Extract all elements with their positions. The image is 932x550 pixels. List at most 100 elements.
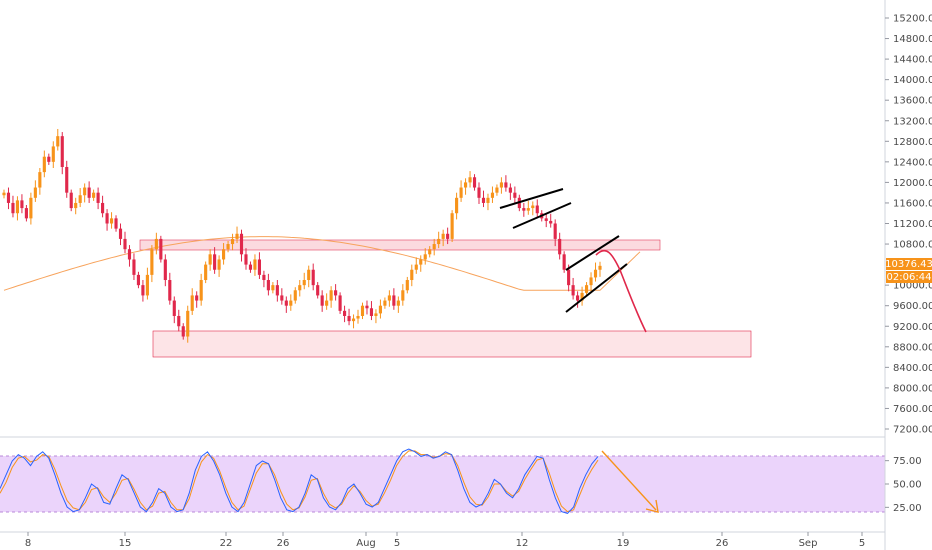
stoch-tick-label: 50.00	[893, 480, 922, 491]
resistance-zone[interactable]	[139, 239, 661, 251]
candle-body	[195, 295, 199, 301]
candle-body	[387, 295, 391, 301]
candle-body	[356, 315, 360, 319]
candle-body	[204, 264, 208, 281]
candle-body	[378, 305, 382, 314]
candle-body	[567, 269, 571, 286]
candle-body	[150, 249, 154, 275]
countdown-text: 02:06:44	[887, 272, 932, 283]
stoch-tick-label: 75.00	[893, 456, 922, 467]
candle-body	[441, 233, 445, 239]
time-tick-label: 12	[516, 538, 529, 549]
stoch-k-line	[0, 448, 599, 514]
candle-body	[360, 305, 365, 316]
candle-body	[105, 213, 109, 224]
candle-body	[177, 315, 181, 327]
stoch-d-line	[0, 450, 599, 513]
candle-body	[145, 274, 149, 296]
price-pane[interactable]	[0, 0, 885, 436]
candle-body	[199, 280, 203, 301]
price-tick-label: 8000.00	[893, 383, 932, 394]
candle-body	[47, 156, 51, 162]
candle-body	[65, 166, 69, 193]
price-tick-label: 14800.00	[893, 34, 932, 45]
candle-body	[365, 305, 369, 309]
moving-average-path	[3, 236, 641, 291]
candle-body	[141, 285, 145, 296]
candle-body	[544, 218, 548, 221]
candle-body	[437, 238, 441, 245]
stoch-band	[0, 456, 885, 512]
price-tick-label: 7200.00	[893, 425, 932, 436]
support-zone[interactable]	[152, 330, 752, 358]
candle-body	[20, 200, 24, 209]
candle-body	[136, 274, 141, 286]
price-tick-label: 12400.00	[893, 157, 932, 168]
candle-body	[383, 300, 387, 306]
candle-body	[499, 182, 503, 188]
candle-body	[74, 202, 78, 209]
flag-upper-line[interactable]	[499, 188, 564, 209]
time-tick-label: Aug	[356, 538, 376, 549]
last-price-text: 10376.43	[885, 259, 932, 270]
candle-body	[154, 238, 158, 250]
time-axis[interactable]: 8 15 22 26 Aug 5 12 19 26 Sep 5	[25, 532, 865, 549]
candle-body	[109, 218, 114, 224]
moving-average-line	[3, 236, 641, 291]
candle-body	[230, 238, 235, 245]
stoch-axis[interactable]: 75.00 50.00 25.00	[885, 456, 922, 514]
candle-body	[419, 259, 423, 265]
candle-body	[396, 300, 400, 306]
time-tick-label: 8	[25, 538, 31, 549]
candle-body	[213, 254, 217, 270]
stoch-arrow-line[interactable]	[601, 450, 657, 511]
time-tick-label: 5	[859, 538, 865, 549]
price-tick-label: 11200.00	[893, 219, 932, 230]
candle-body	[562, 254, 566, 270]
candle-body	[11, 202, 15, 214]
flag-lower-line[interactable]	[512, 202, 572, 229]
candle-body	[405, 280, 409, 291]
candle-body	[504, 182, 508, 188]
candle-body	[168, 280, 172, 301]
candle-body	[432, 244, 436, 250]
candle-body	[15, 200, 20, 214]
price-axis[interactable]: 15200.00 14800.00 14400.00 14000.00 13600.00…	[885, 14, 932, 436]
candle-body	[226, 244, 230, 250]
channel-upper-line[interactable]	[565, 235, 620, 271]
candle-body	[92, 192, 96, 198]
candle-body	[428, 249, 432, 255]
candle-body	[235, 233, 239, 239]
price-tick-label: 12800.00	[893, 137, 932, 148]
candles-group	[2, 128, 602, 343]
candle-body	[576, 295, 580, 301]
candle-body	[343, 310, 347, 316]
candle-body	[101, 202, 105, 214]
candle-body	[347, 315, 351, 322]
candle-body	[271, 285, 275, 291]
candle-body	[423, 254, 427, 260]
candle-body	[401, 290, 405, 301]
price-tick-label: 7600.00	[893, 404, 932, 415]
price-tick-label: 13600.00	[893, 96, 932, 107]
candle-body	[123, 238, 127, 250]
candle-body	[298, 285, 302, 291]
candle-body	[486, 197, 490, 203]
time-tick-label: 22	[220, 538, 233, 549]
candle-body	[558, 238, 562, 255]
projection-curve[interactable]	[595, 249, 647, 333]
candle-body	[410, 269, 414, 281]
candle-body	[549, 220, 553, 224]
candle-body	[526, 208, 530, 211]
candle-body	[33, 187, 37, 198]
price-tick-label: 15200.00	[893, 14, 932, 25]
candle-body	[513, 192, 517, 198]
candle-body	[38, 172, 42, 188]
candle-body	[284, 300, 288, 306]
channel-lower-line[interactable]	[565, 263, 628, 313]
stochastic-lines	[0, 448, 599, 514]
candle-body	[334, 290, 338, 296]
candle-body	[159, 238, 163, 260]
time-tick-label: 19	[617, 538, 630, 549]
